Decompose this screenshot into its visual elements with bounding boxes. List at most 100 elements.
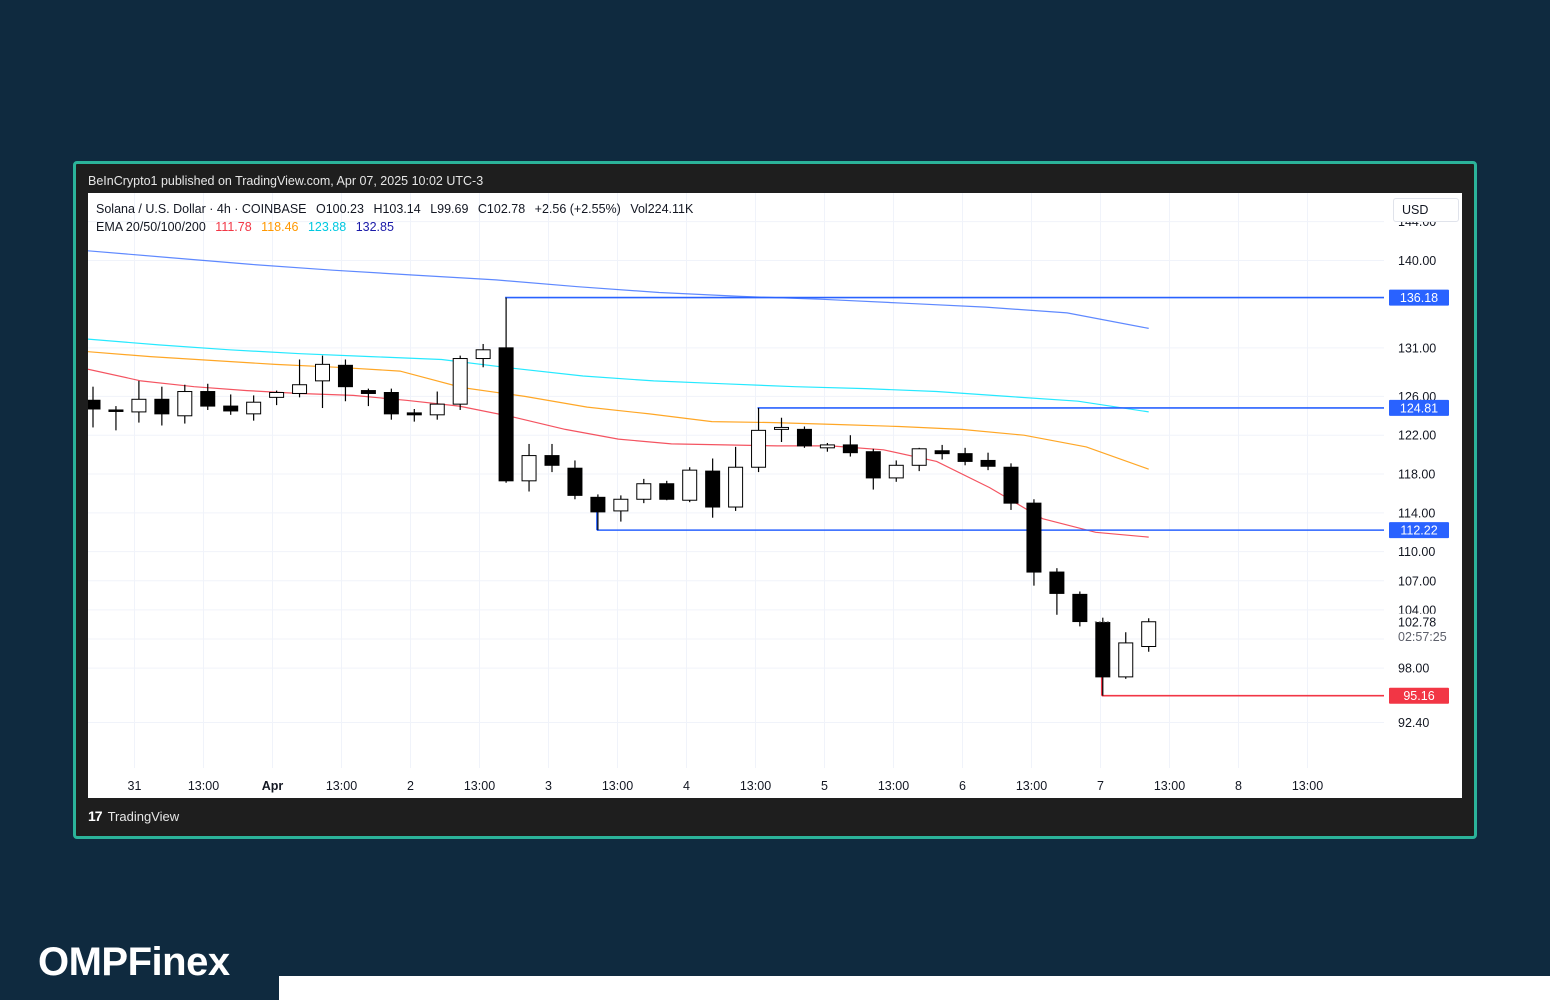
- price-axis-label: 131.00: [1398, 341, 1436, 355]
- level-price-label: 136.18: [1400, 291, 1438, 305]
- time-axis-label: 7: [1097, 779, 1104, 793]
- legend-high: H103.14: [373, 202, 421, 216]
- candle-body: [911, 448, 927, 466]
- candle-body: [1095, 622, 1111, 678]
- countdown-label: 02:57:25: [1398, 630, 1447, 644]
- time-axis-label: Apr: [262, 779, 284, 793]
- price-axis-label: 107.00: [1398, 574, 1436, 588]
- tradingview-logo-icon: 17: [88, 808, 103, 824]
- legend-ema-20: 111.78: [215, 220, 252, 234]
- candle-body: [659, 483, 675, 500]
- time-axis-label: 8: [1235, 779, 1242, 793]
- candle-body: [406, 412, 422, 416]
- legend-ema-line: EMA 20/50/100/200 111.78 118.46 123.88 1…: [96, 220, 400, 234]
- price-axis-label: 110.00: [1398, 545, 1435, 559]
- legend-low: L99.69: [430, 202, 469, 216]
- price-axis-label: 118.00: [1398, 468, 1435, 482]
- candle-body: [88, 399, 101, 410]
- candle-body: [337, 364, 353, 388]
- legend-volume: Vol224.11K: [630, 202, 694, 216]
- candle-body: [1118, 642, 1134, 678]
- candle-body: [154, 398, 170, 415]
- time-axis-label: 13:00: [878, 779, 909, 793]
- candle-body: [315, 363, 330, 382]
- time-axis-label: 5: [821, 779, 828, 793]
- candle-body: [223, 405, 239, 412]
- tradingview-footer: 17 TradingView: [88, 808, 179, 824]
- tradingview-brand: TradingView: [107, 808, 180, 824]
- ompfinex-watermark: OMPFinex: [38, 940, 230, 984]
- candle-body: [842, 444, 858, 454]
- candle-body: [1141, 621, 1157, 648]
- price-axis-label: 140.00: [1398, 254, 1436, 268]
- candle-body: [636, 483, 652, 500]
- published-caption: BeInCrypto1 published on TradingView.com…: [88, 174, 484, 188]
- candle-body: [1072, 593, 1088, 623]
- legend-ema-label: EMA 20/50/100/200: [96, 220, 206, 234]
- candle-body: [1003, 466, 1019, 504]
- legend-symbol-line: Solana / U.S. Dollar · 4h · COINBASE O10…: [96, 202, 699, 216]
- last-price-label: 102.78: [1398, 615, 1436, 629]
- time-axis-label: 13:00: [1016, 779, 1047, 793]
- candle-body: [200, 391, 216, 407]
- time-axis-label: 13:00: [188, 779, 219, 793]
- time-axis-label: 31: [128, 779, 142, 793]
- level-price-badge: [1389, 289, 1449, 306]
- candle-body: [682, 469, 698, 501]
- candle-body: [934, 450, 950, 455]
- candle-body: [613, 498, 629, 512]
- candle-body: [498, 347, 514, 482]
- time-axis-label: 3: [545, 779, 552, 793]
- candle-body: [246, 401, 262, 415]
- candlestick-chart[interactable]: 144.00140.00131.00126.00122.00118.00114.…: [88, 193, 1462, 798]
- time-axis-label: 13:00: [1292, 779, 1323, 793]
- level-price-badge: [1389, 399, 1449, 416]
- time-axis-label: 13:00: [464, 779, 495, 793]
- time-axis-label: 6: [959, 779, 966, 793]
- ema-line: [88, 338, 1149, 413]
- candle-body: [819, 444, 835, 449]
- candle-body: [980, 459, 996, 467]
- candle-body: [751, 429, 767, 468]
- legend-open: O100.23: [315, 202, 364, 216]
- level-price-label: 95.16: [1403, 689, 1434, 703]
- time-axis-label: 2: [407, 779, 414, 793]
- time-axis-label: 13:00: [602, 779, 633, 793]
- chart-area[interactable]: [88, 193, 1462, 798]
- candle-body: [590, 496, 606, 513]
- ema-line: [88, 250, 1149, 329]
- candle-body: [865, 451, 881, 479]
- level-price-badge: [1389, 687, 1449, 704]
- candle-body: [429, 403, 445, 416]
- candle-body: [1049, 571, 1065, 594]
- legend-change: +2.56 (+2.55%): [534, 202, 621, 216]
- time-axis-label: 13:00: [1154, 779, 1185, 793]
- time-axis-label: 4: [683, 779, 690, 793]
- legend-ema-200: 132.85: [355, 220, 394, 234]
- level-price-badge: [1389, 522, 1449, 539]
- time-axis-label: 13:00: [326, 779, 357, 793]
- legend-ema-50: 118.46: [261, 220, 299, 234]
- candle-body: [521, 455, 537, 482]
- last-price-box: [1389, 613, 1461, 644]
- legend-symbol: Solana / U.S. Dollar · 4h · COINBASE: [96, 202, 307, 216]
- currency-selector[interactable]: USD: [1393, 198, 1459, 222]
- candle-body: [108, 409, 124, 412]
- candle-body: [796, 428, 812, 447]
- legend-close: C102.78: [477, 202, 526, 216]
- candle-body: [567, 467, 583, 496]
- candle-body: [360, 390, 376, 394]
- price-axis-label: 122.00: [1398, 429, 1436, 443]
- legend-ema-100: 123.88: [307, 220, 347, 234]
- candle-body: [1026, 502, 1042, 573]
- candle-body: [269, 392, 285, 398]
- bottom-strip: [279, 976, 1550, 1000]
- level-price-label: 112.22: [1400, 524, 1437, 538]
- candle-body: [957, 453, 973, 462]
- candle-body: [177, 391, 193, 417]
- candle-body: [383, 392, 399, 415]
- price-axis-label: 92.40: [1398, 716, 1429, 730]
- candle-body: [292, 384, 308, 394]
- candle-body: [705, 470, 721, 508]
- candle-body: [774, 426, 789, 430]
